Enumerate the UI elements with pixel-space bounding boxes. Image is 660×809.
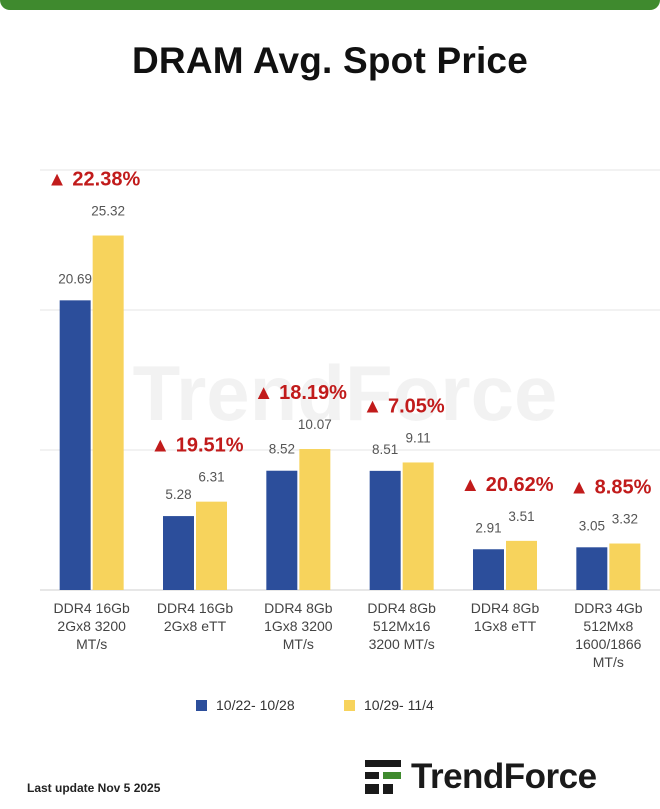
x-tick-label: DDR4 8Gb xyxy=(471,600,540,616)
data-label: 3.51 xyxy=(508,509,534,524)
x-tick-label: 512Mx16 xyxy=(373,618,431,634)
x-tick-label: DDR3 4Gb xyxy=(574,600,643,616)
x-tick-label: 1Gx8 3200 xyxy=(264,618,333,634)
last-update-note: Last update Nov 5 2025 xyxy=(27,781,161,795)
legend-item-series-2: 10/29- 11/4 xyxy=(344,697,434,713)
x-tick-label: 1Gx8 eTT xyxy=(474,618,537,634)
x-tick-label: MT/s xyxy=(76,636,107,652)
bar-series-1 xyxy=(266,470,298,590)
bar-series-2 xyxy=(506,540,537,590)
data-label: 20.69 xyxy=(58,271,92,286)
x-tick-label: DDR4 16Gb xyxy=(157,600,233,616)
data-label: 9.11 xyxy=(406,430,431,445)
x-tick-label: 3200 MT/s xyxy=(369,636,435,652)
bar-series-1 xyxy=(369,470,401,590)
x-tick-label: MT/s xyxy=(593,654,624,670)
bar-series-2 xyxy=(196,501,227,590)
data-label: 6.31 xyxy=(198,470,224,485)
chart-title: DRAM Avg. Spot Price xyxy=(132,40,528,81)
trendforce-logo: TrendForce xyxy=(363,757,597,797)
x-tick-label: 1600/1866 xyxy=(575,636,641,652)
legend-swatch-series-1 xyxy=(196,699,207,711)
data-label: 3.32 xyxy=(612,512,638,527)
watermark: TrendForce xyxy=(133,349,558,437)
x-tick-label: 512Mx8 xyxy=(583,618,633,634)
change-label: ▲ 19.51% xyxy=(150,435,243,457)
bar-series-2 xyxy=(299,449,331,590)
bar-series-2 xyxy=(402,462,434,590)
bar-series-2 xyxy=(92,235,124,590)
bar-series-1 xyxy=(59,300,91,590)
top-accent-bar xyxy=(0,0,660,10)
data-label: 3.05 xyxy=(579,518,605,533)
data-label: 25.32 xyxy=(91,204,125,219)
data-label: 2.91 xyxy=(475,520,501,535)
legend-label-series-1: 10/22- 10/28 xyxy=(216,697,295,713)
change-label: ▲ 18.19% xyxy=(254,382,347,404)
trendforce-logo-icon xyxy=(365,760,401,794)
data-label: 8.51 xyxy=(372,442,398,457)
change-label: ▲ 20.62% xyxy=(460,474,553,496)
bar-series-1 xyxy=(576,547,608,590)
data-label: 5.28 xyxy=(165,487,191,502)
x-tick-label: DDR4 8Gb xyxy=(264,600,333,616)
legend-label-series-2: 10/29- 11/4 xyxy=(364,697,434,713)
change-label: ▲ 22.38% xyxy=(47,169,140,191)
brand-name: TrendForce xyxy=(411,757,597,796)
x-tick-label: 2Gx8 3200 xyxy=(57,618,126,634)
bar-series-2 xyxy=(609,543,641,590)
bar-series-1 xyxy=(473,549,504,590)
x-tick-label: MT/s xyxy=(283,636,314,652)
bar-series-1 xyxy=(163,516,194,590)
data-label: 10.07 xyxy=(298,417,332,432)
x-tick-label: DDR4 8Gb xyxy=(367,600,436,616)
legend-item-series-1: 10/22- 10/28 xyxy=(196,697,295,713)
change-label: ▲ 7.05% xyxy=(363,395,445,417)
legend-swatch-series-2 xyxy=(344,699,355,711)
change-label: ▲ 8.85% xyxy=(569,477,651,499)
x-tick-label: DDR4 16Gb xyxy=(54,600,130,616)
x-tick-label: 2Gx8 eTT xyxy=(164,618,227,634)
data-label: 8.52 xyxy=(269,442,295,457)
